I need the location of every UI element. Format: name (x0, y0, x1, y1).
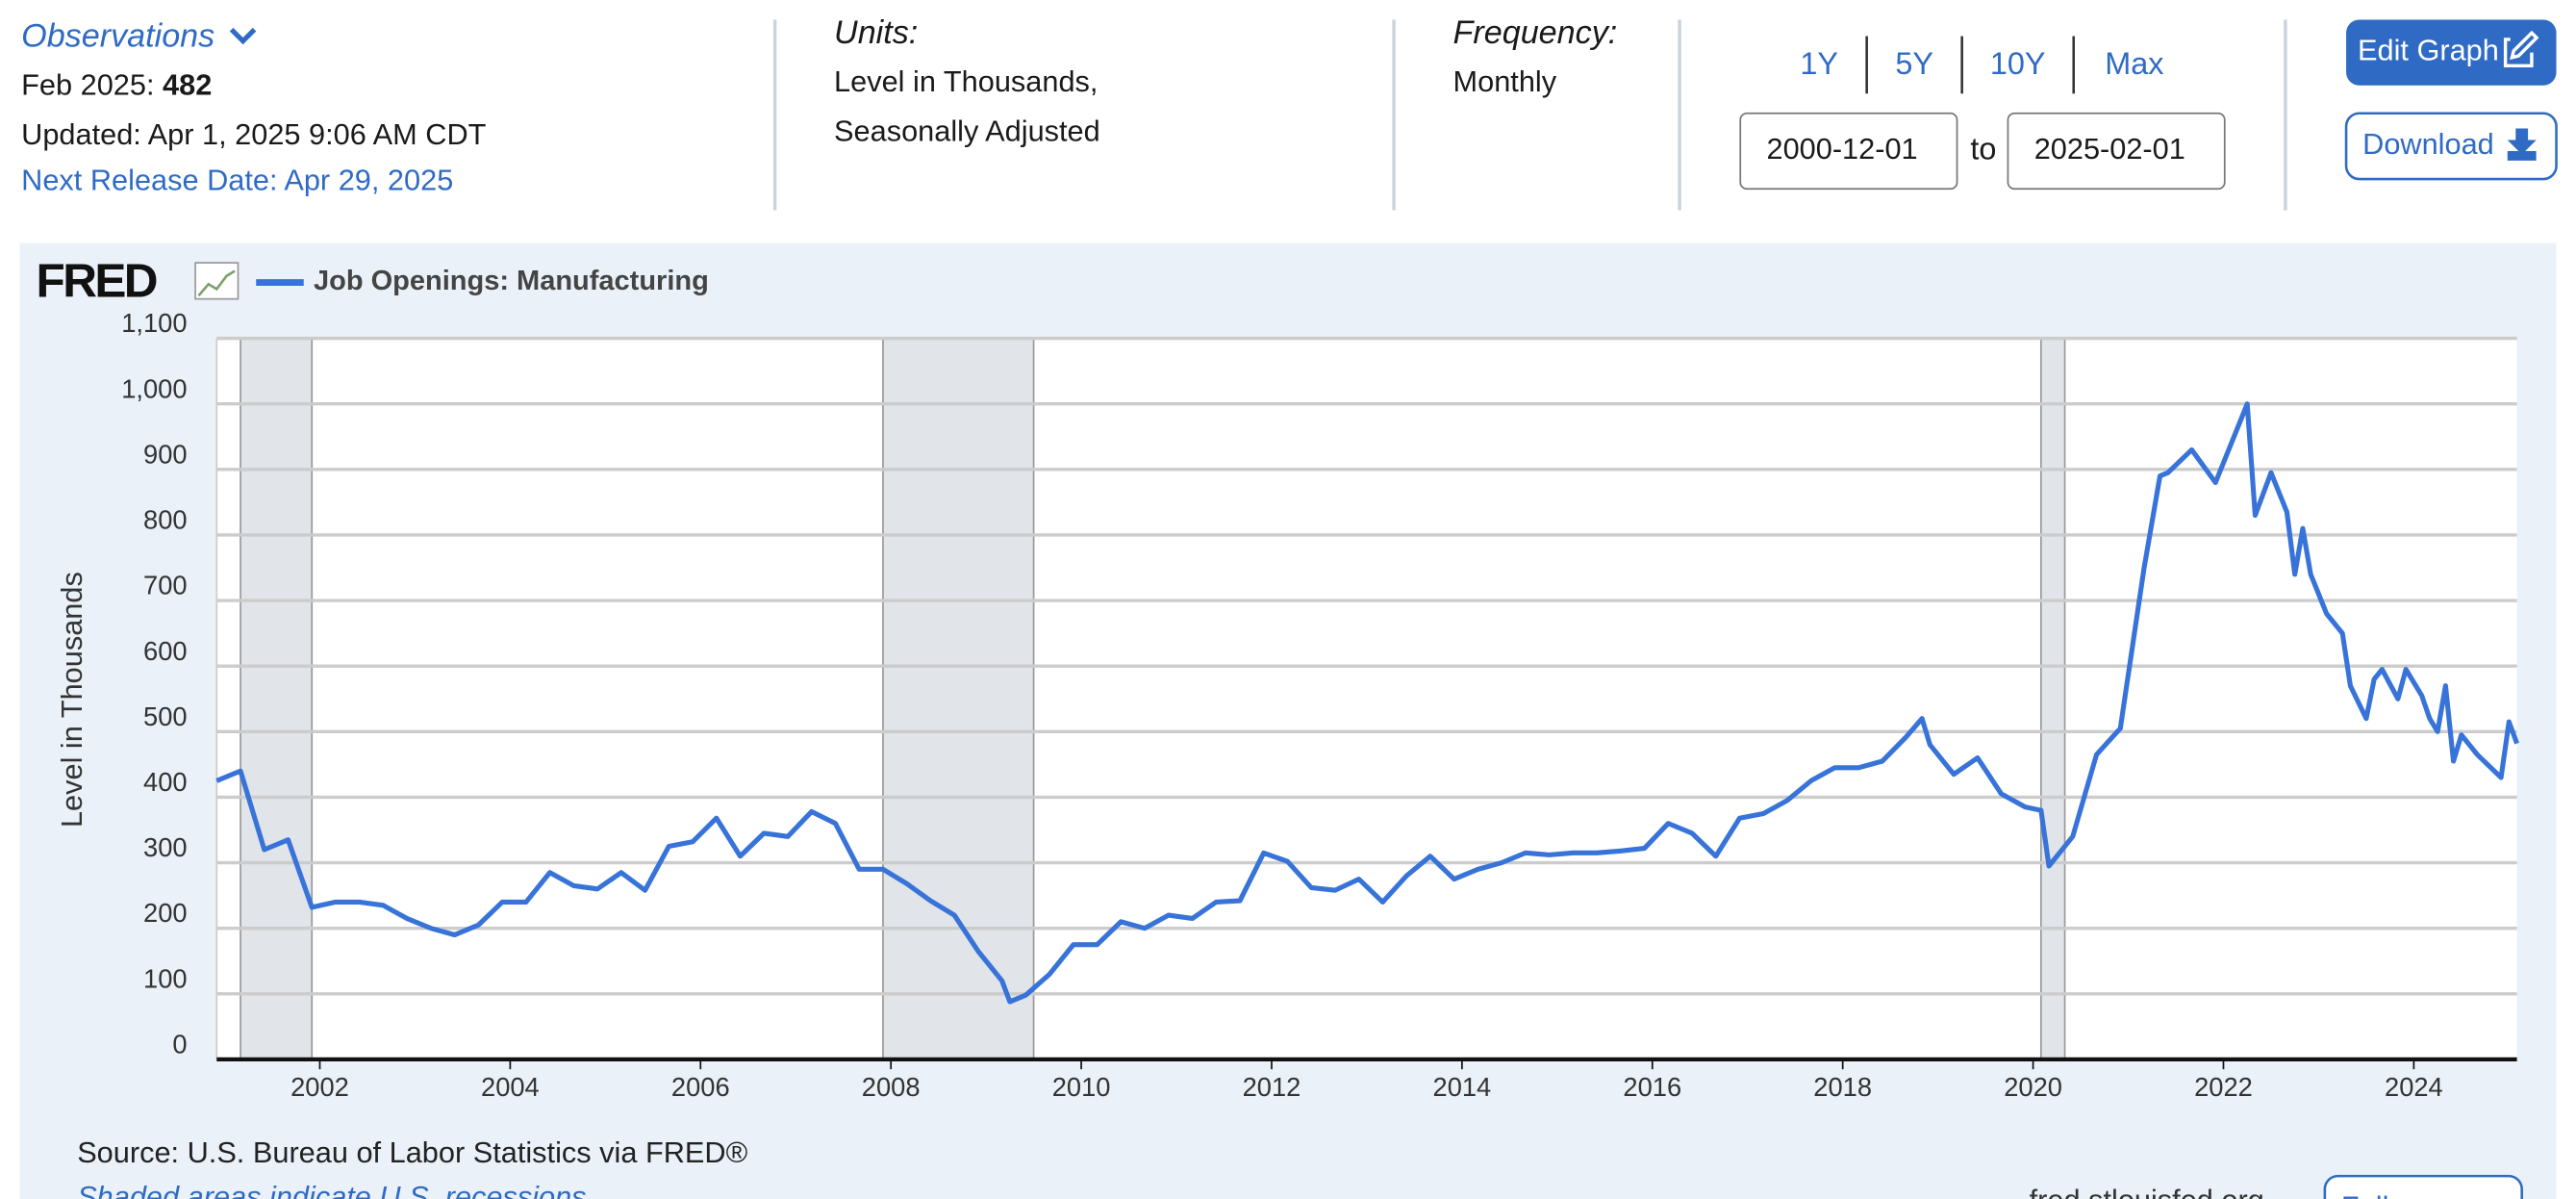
y-tick-label: 900 (143, 439, 188, 469)
y-tick-label: 1,000 (121, 373, 187, 403)
next-release[interactable]: Next Release Date: Apr 29, 2025 (21, 164, 453, 197)
start-date: 2000-12-01 (1766, 132, 1917, 166)
range-button[interactable]: Max (2105, 46, 2163, 81)
end-date-input[interactable] (2007, 112, 2226, 191)
fullscreen-label[interactable]: Fullscreen (2341, 1189, 2478, 1199)
y-tick-label: 1,100 (121, 308, 187, 338)
y-tick-label: 200 (143, 898, 188, 928)
units-line: Level in Thousands, (834, 64, 1098, 98)
legend-label: Job Openings: Manufacturing (314, 266, 709, 296)
recession-note: Shaded areas indicate U.S. recessions. (77, 1180, 594, 1199)
frequency-value: Monthly (1453, 64, 1557, 98)
edit-icon[interactable] (2503, 30, 2539, 67)
x-tick-label: 2016 (1623, 1072, 1681, 1102)
latest-date: Feb 2025: (21, 68, 154, 102)
fred-logo: FRED (37, 254, 157, 307)
units-label: Units: (834, 14, 918, 51)
recession-band (2040, 338, 2065, 1059)
y-tick-label: 800 (143, 505, 188, 535)
latest-value: 482 (163, 68, 212, 102)
x-tick-label: 2012 (1243, 1072, 1301, 1102)
chevron-icon[interactable] (229, 27, 257, 45)
x-tick-label: 2002 (290, 1072, 349, 1102)
range-button[interactable]: 5Y (1895, 46, 1933, 81)
x-tick-label: 2022 (2194, 1072, 2253, 1102)
plot-area (216, 338, 2517, 1059)
y-tick-label: 100 (143, 963, 188, 993)
range-button[interactable]: 1Y (1800, 46, 1838, 81)
x-tick-label: 2018 (1813, 1072, 1872, 1102)
download-label[interactable]: Download (2362, 127, 2494, 161)
x-tick-label: 2008 (862, 1072, 921, 1102)
y-tick-label: 0 (172, 1029, 187, 1059)
range-button[interactable]: 10Y (1990, 46, 2046, 81)
y-tick-label: 600 (143, 636, 188, 666)
x-tick-label: 2020 (2004, 1072, 2062, 1102)
recession-band (882, 338, 1034, 1059)
series-line (215, 401, 2519, 1005)
y-tick-label: 400 (143, 767, 188, 797)
y-tick-label: 700 (143, 571, 188, 600)
logo-icon-line (197, 269, 236, 297)
units-line: Seasonally Adjusted (834, 114, 1100, 147)
end-date: 2025-02-01 (2034, 132, 2185, 166)
start-date-input[interactable] (1739, 112, 1958, 191)
download-button[interactable] (2344, 112, 2558, 181)
observations-link[interactable]: Observations (21, 17, 215, 54)
source-text: Source: U.S. Bureau of Labor Statistics … (77, 1135, 747, 1169)
to-label: to (1970, 132, 1996, 166)
x-tick-label: 2024 (2385, 1072, 2443, 1102)
y-tick-label: 500 (143, 702, 188, 731)
x-tick-label: 2014 (1433, 1072, 1492, 1102)
x-tick-label: 2006 (671, 1072, 730, 1102)
updated-text: Updated: Apr 1, 2025 9:06 AM CDT (21, 117, 486, 151)
latest-observation: Feb 2025: 482 (21, 68, 212, 102)
x-tick-label: 2010 (1052, 1072, 1111, 1102)
edit-graph-button[interactable] (2346, 19, 2557, 86)
site-url: fred.stlouisfed.org (2030, 1184, 2264, 1199)
recession-band (240, 338, 313, 1059)
plot: 0 100 200 300 400 500 600 700 800 900 1,000 1,100 20… (121, 308, 2519, 1102)
y-tick-label: 300 (143, 832, 188, 862)
y-axis-label: Level in Thousands (55, 572, 88, 828)
x-tick-label: 2004 (481, 1072, 540, 1102)
fullscreen-button[interactable] (2323, 1174, 2523, 1199)
download-icon[interactable] (2507, 128, 2537, 161)
frequency-label: Frequency: (1453, 14, 1618, 51)
edit-graph-label[interactable]: Edit Graph (2358, 34, 2499, 67)
